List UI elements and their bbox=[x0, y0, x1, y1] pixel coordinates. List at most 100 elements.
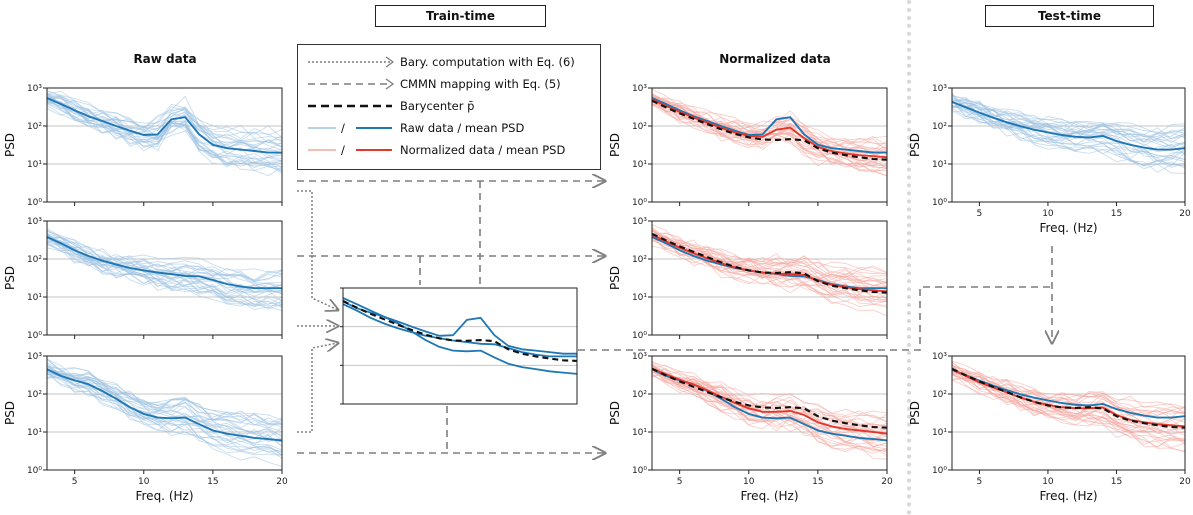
plot-frame bbox=[651, 355, 888, 471]
mean-psd-line bbox=[951, 101, 1186, 151]
dashed-arrow-icon bbox=[308, 78, 395, 90]
legend-cmmn-label: CMMN mapping with Eq. (5) bbox=[400, 77, 561, 91]
legend-bary-label: Bary. computation with Eq. (6) bbox=[400, 55, 575, 69]
x-axis-label: Freq. (Hz) bbox=[1039, 489, 1097, 503]
plot-frame bbox=[951, 87, 1186, 203]
train-time-header: Train-time bbox=[375, 5, 546, 27]
individual-trace bbox=[46, 362, 283, 439]
individual-trace bbox=[651, 98, 888, 154]
x-axis-label: Freq. (Hz) bbox=[740, 489, 798, 503]
legend-raw-label: Raw data / mean PSD bbox=[400, 121, 525, 135]
y-tick-label: 10⁰ bbox=[632, 331, 647, 340]
individual-trace bbox=[951, 364, 1186, 425]
test-raw-psd-plot: 10⁰ 10¹ 10² 10³ PSD 5 10 15 20 Freq. (Hz) bbox=[908, 84, 1191, 235]
x-tick-label: 5 bbox=[977, 209, 983, 219]
y-tick-label: 10⁰ bbox=[27, 331, 42, 340]
y-tick-label: 10² bbox=[632, 255, 647, 265]
barycenter-line bbox=[951, 367, 1186, 429]
individual-trace bbox=[652, 374, 888, 452]
x-tick-label: 5 bbox=[72, 477, 78, 487]
individual-trace bbox=[951, 99, 1186, 139]
individual-trace bbox=[651, 245, 888, 317]
individual-trace bbox=[951, 361, 1186, 411]
individual-trace bbox=[46, 373, 283, 453]
y-tick-label: 10³ bbox=[27, 352, 42, 362]
legend-normalized-row: / Normalized data / mean PSD bbox=[298, 141, 600, 159]
x-tick-label: 10 bbox=[1042, 477, 1054, 487]
y-tick-label: 10⁰ bbox=[27, 198, 42, 207]
y-tick-label: 10¹ bbox=[632, 293, 647, 303]
individual-trace bbox=[46, 374, 283, 459]
individual-trace bbox=[951, 370, 1186, 441]
individual-trace bbox=[951, 379, 1186, 453]
y-tick-label: 10³ bbox=[932, 84, 947, 94]
y-axis-label: PSD bbox=[908, 401, 922, 425]
x-tick-label: 10 bbox=[743, 477, 755, 487]
x-tick-label: 20 bbox=[881, 477, 893, 487]
individual-trace bbox=[951, 371, 1186, 433]
individual-trace bbox=[46, 369, 283, 438]
mean-psd-line bbox=[46, 236, 282, 290]
y-axis-label: PSD bbox=[3, 266, 17, 290]
individual-trace bbox=[951, 100, 1186, 170]
barycenter-line-icon bbox=[308, 104, 392, 108]
legend-cmmn-row: CMMN mapping with Eq. (5) bbox=[298, 75, 600, 93]
individual-trace bbox=[951, 95, 1186, 139]
individual-trace bbox=[951, 99, 1186, 149]
y-tick-label: 10² bbox=[632, 122, 647, 132]
test-time-header: Test-time bbox=[985, 5, 1154, 27]
y-axis-label: PSD bbox=[3, 401, 17, 425]
individual-trace bbox=[46, 373, 283, 441]
legend-normalized-label: Normalized data / mean PSD bbox=[400, 143, 566, 157]
legend: Bary. computation with Eq. (6) CMMN mapp… bbox=[297, 44, 601, 170]
legend-raw-row: / Raw data / mean PSD bbox=[298, 119, 600, 137]
x-tick-label: 5 bbox=[977, 477, 983, 487]
individual-trace bbox=[46, 247, 283, 307]
individual-trace bbox=[46, 373, 283, 453]
plot-frame bbox=[951, 355, 1186, 471]
barycenter-line bbox=[651, 367, 888, 429]
individual-trace bbox=[46, 227, 283, 283]
individual-trace bbox=[46, 101, 283, 166]
test-normalized-psd-plot: 10⁰ 10¹ 10² 10³ PSD 5 10 15 20 Freq. (Hz) bbox=[908, 352, 1191, 503]
legend-normalized-slash: / bbox=[341, 143, 345, 157]
y-axis-label: PSD bbox=[3, 133, 17, 157]
train-test-divider bbox=[907, 0, 911, 515]
x-axis-label: Freq. (Hz) bbox=[135, 489, 193, 503]
x-tick-label: 20 bbox=[276, 477, 288, 487]
y-tick-label: 10² bbox=[27, 255, 42, 265]
y-tick-label: 10¹ bbox=[27, 428, 42, 438]
individual-trace bbox=[46, 371, 283, 456]
y-tick-label: 10³ bbox=[932, 352, 947, 362]
y-tick-label: 10¹ bbox=[27, 160, 42, 170]
plot-frame bbox=[46, 355, 283, 471]
legend-raw-slash: / bbox=[341, 121, 345, 135]
individual-trace bbox=[951, 372, 1186, 448]
individual-trace bbox=[46, 237, 283, 306]
individual-trace bbox=[951, 106, 1186, 174]
bary-arrow-3 bbox=[297, 343, 338, 433]
raw-data-title: Raw data bbox=[133, 52, 197, 66]
domain-mean-line-3 bbox=[342, 300, 578, 375]
plot-frame bbox=[651, 87, 888, 203]
bary-to-test-link bbox=[578, 286, 1052, 351]
x-tick-label: 20 bbox=[1179, 209, 1191, 219]
individual-trace bbox=[46, 366, 283, 429]
individual-trace bbox=[46, 371, 283, 456]
x-tick-label: 15 bbox=[1111, 477, 1122, 487]
raw-mean-line bbox=[651, 97, 887, 154]
normalized-data-title: Normalized data bbox=[719, 52, 831, 66]
y-tick-label: 10⁰ bbox=[932, 466, 947, 476]
individual-trace bbox=[951, 95, 1186, 151]
individual-trace bbox=[46, 243, 283, 307]
legend-barycenter-row: Barycenter p̄ bbox=[298, 97, 600, 115]
legend-bary-row: Bary. computation with Eq. (6) bbox=[298, 53, 600, 71]
individual-trace bbox=[46, 98, 283, 151]
y-tick-label: 10³ bbox=[27, 84, 42, 94]
individual-trace bbox=[46, 373, 283, 444]
y-tick-label: 10⁰ bbox=[632, 466, 647, 476]
barycenter-line bbox=[651, 99, 888, 161]
